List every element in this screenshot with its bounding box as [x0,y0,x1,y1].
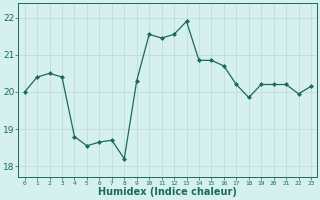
X-axis label: Humidex (Indice chaleur): Humidex (Indice chaleur) [98,187,237,197]
